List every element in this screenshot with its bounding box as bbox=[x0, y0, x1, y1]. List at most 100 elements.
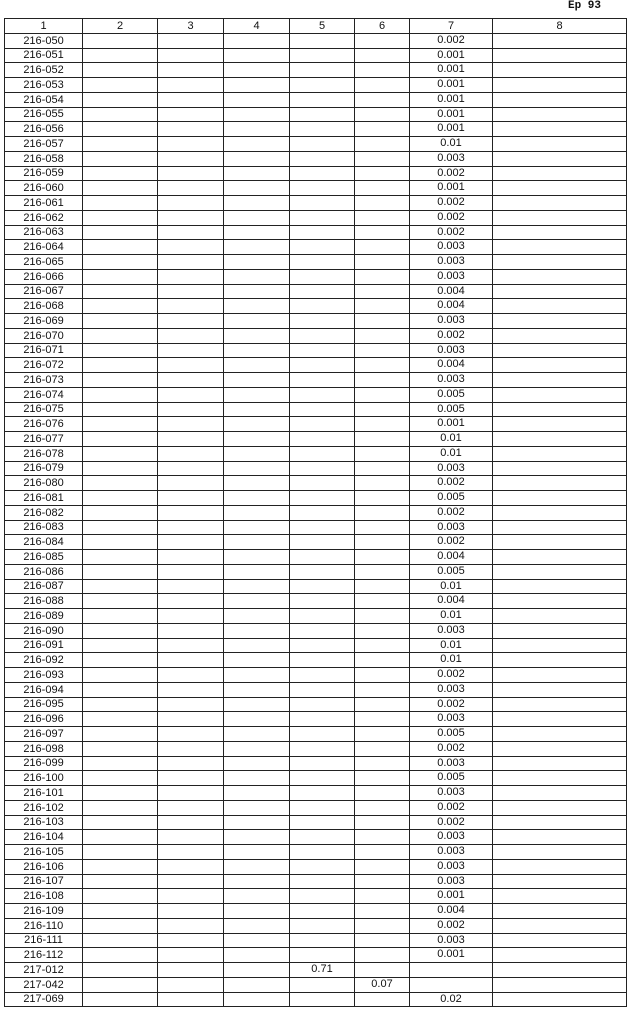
table-body: 216-050 0.002 216-051 0.001 216-052 0.001 216-… bbox=[4, 32, 627, 1008]
cell bbox=[223, 711, 290, 727]
cell bbox=[82, 268, 158, 285]
table-row: 216-100 0.005 bbox=[4, 770, 627, 786]
cell bbox=[289, 637, 355, 654]
table-row: 216-069 0.003 bbox=[4, 313, 627, 329]
cell: 0.003 bbox=[409, 239, 493, 255]
cell bbox=[82, 785, 158, 801]
cell bbox=[223, 490, 290, 506]
cell: 0.005 bbox=[409, 563, 493, 580]
cell bbox=[223, 858, 290, 875]
cell bbox=[354, 106, 410, 123]
cell bbox=[223, 121, 290, 137]
cell bbox=[82, 372, 158, 388]
cell bbox=[289, 401, 355, 418]
cell: 0.001 bbox=[409, 47, 493, 64]
table-row: 216-053 0.001 bbox=[4, 77, 627, 93]
row-id: 216-066 bbox=[4, 268, 83, 285]
row-id: 216-078 bbox=[4, 445, 83, 462]
row-id: 216-092 bbox=[4, 652, 83, 668]
cell bbox=[289, 681, 355, 698]
row-id: 216-050 bbox=[4, 32, 83, 49]
cell: 0.003 bbox=[409, 254, 493, 270]
cell bbox=[492, 490, 627, 506]
cell bbox=[354, 711, 410, 727]
row-id: 216-060 bbox=[4, 180, 83, 196]
cell: 0.004 bbox=[409, 549, 493, 565]
cell bbox=[409, 962, 493, 978]
table-row: 216-071 0.003 bbox=[4, 342, 627, 359]
cell bbox=[82, 298, 158, 314]
cell bbox=[289, 416, 355, 432]
table-row: 216-108 0.001 bbox=[4, 888, 627, 904]
cell bbox=[492, 858, 627, 875]
cell bbox=[157, 740, 224, 757]
cell bbox=[223, 563, 290, 580]
column-header: 1 bbox=[4, 18, 83, 34]
cell bbox=[289, 622, 355, 639]
cell bbox=[354, 681, 410, 698]
cell bbox=[289, 696, 355, 713]
row-id: 216-065 bbox=[4, 254, 83, 270]
cell bbox=[492, 755, 627, 772]
cell bbox=[492, 726, 627, 742]
cell bbox=[223, 652, 290, 668]
cell bbox=[157, 681, 224, 698]
cell bbox=[82, 254, 158, 270]
cell bbox=[223, 180, 290, 196]
row-id: 216-071 bbox=[4, 342, 83, 359]
cell bbox=[223, 32, 290, 49]
cell bbox=[82, 239, 158, 255]
cell: 0.02 bbox=[409, 991, 493, 1008]
cell bbox=[157, 386, 224, 403]
table-row: 216-102 0.002 bbox=[4, 799, 627, 816]
cell bbox=[354, 475, 410, 491]
cell bbox=[82, 696, 158, 713]
table-row: 216-081 0.005 bbox=[4, 490, 627, 506]
cell bbox=[223, 327, 290, 344]
table-row: 216-077 0.01 bbox=[4, 431, 627, 447]
cell bbox=[157, 342, 224, 359]
cell bbox=[223, 47, 290, 64]
cell bbox=[82, 549, 158, 565]
cell bbox=[492, 814, 627, 831]
cell bbox=[223, 917, 290, 934]
cell bbox=[223, 239, 290, 255]
column-header: 6 bbox=[354, 18, 410, 34]
cell bbox=[492, 224, 627, 241]
cell bbox=[223, 224, 290, 241]
cell bbox=[492, 47, 627, 64]
cell bbox=[492, 313, 627, 329]
table-row: 216-098 0.002 bbox=[4, 740, 627, 757]
cell bbox=[492, 622, 627, 639]
cell bbox=[82, 77, 158, 93]
cell bbox=[492, 386, 627, 403]
cell bbox=[223, 770, 290, 786]
table-row: 216-056 0.001 bbox=[4, 121, 627, 137]
row-id: 216-054 bbox=[4, 91, 83, 108]
cell bbox=[157, 32, 224, 49]
cell bbox=[289, 578, 355, 595]
row-id: 216-090 bbox=[4, 622, 83, 639]
cell bbox=[492, 770, 627, 786]
cell bbox=[157, 121, 224, 137]
cell bbox=[82, 32, 158, 49]
table-row: 216-055 0.001 bbox=[4, 106, 627, 123]
cell: 0.003 bbox=[409, 519, 493, 536]
cell bbox=[492, 932, 627, 949]
cell bbox=[157, 77, 224, 93]
cell bbox=[223, 667, 290, 683]
row-id: 216-055 bbox=[4, 106, 83, 123]
cell bbox=[492, 608, 627, 624]
cell bbox=[82, 342, 158, 359]
cell bbox=[492, 150, 627, 167]
cell bbox=[289, 888, 355, 904]
cell bbox=[157, 165, 224, 182]
cell bbox=[354, 195, 410, 211]
cell bbox=[492, 667, 627, 683]
table-row: 216-058 0.003 bbox=[4, 150, 627, 167]
table-row: 216-078 0.01 bbox=[4, 445, 627, 462]
table-row: 216-095 0.002 bbox=[4, 696, 627, 713]
cell bbox=[354, 254, 410, 270]
cell bbox=[492, 416, 627, 432]
cell bbox=[354, 504, 410, 521]
